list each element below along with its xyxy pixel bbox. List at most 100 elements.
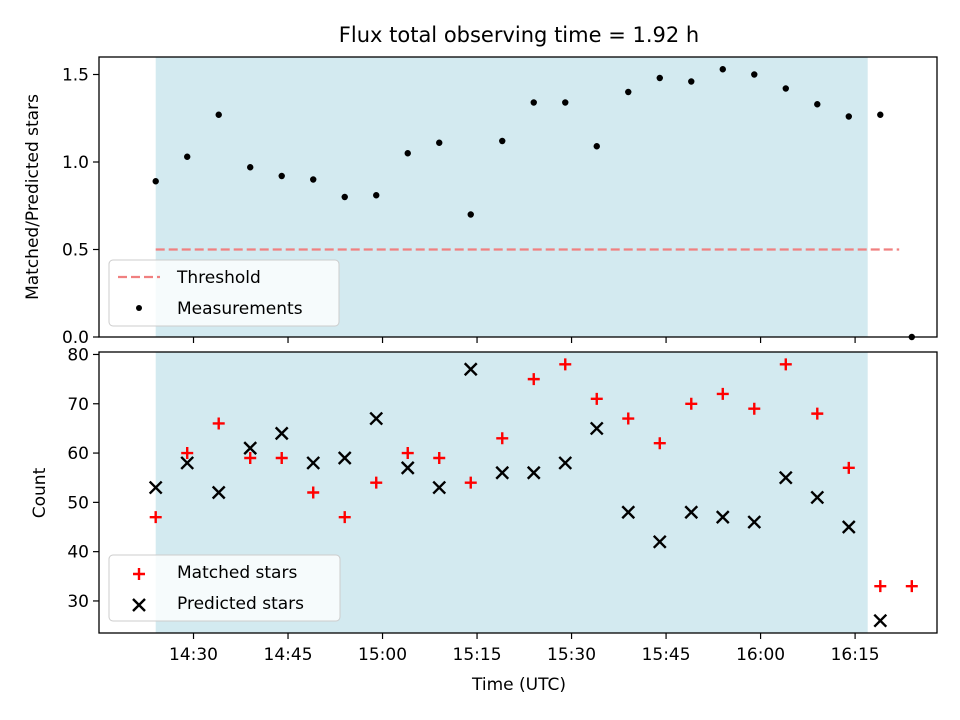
predicted-star-point — [211, 485, 226, 500]
measurement-point — [467, 211, 474, 218]
matched-star-point — [874, 580, 887, 593]
measurement-point — [404, 150, 411, 157]
legend-matched-label: Matched stars — [177, 563, 297, 583]
matched-star-point — [181, 447, 194, 460]
matched-star-point — [811, 407, 824, 420]
predicted-star-point — [684, 505, 699, 520]
measurement-point — [278, 172, 285, 180]
top-y-tick-label: 1.0 — [62, 153, 89, 173]
predicted-star-point — [306, 456, 321, 470]
predicted-star-point — [652, 534, 667, 549]
predicted-star-point — [243, 441, 258, 455]
measurement-point — [341, 193, 348, 201]
matched-star-point — [212, 417, 225, 430]
predicted-star-point — [589, 421, 604, 436]
matched-star-point — [622, 412, 635, 425]
measurement-point — [782, 85, 789, 92]
predicted-star-point — [526, 465, 541, 480]
matched-star-point — [685, 397, 698, 410]
x-tick-label: 15:15 — [453, 645, 502, 665]
top-y-axis-label: Matched/Predicted stars — [23, 94, 43, 300]
predicted-star-point — [400, 461, 415, 475]
matched-star-point — [653, 437, 666, 450]
predicted-star-point — [432, 480, 447, 495]
matched-star-point — [244, 451, 257, 464]
bottom-legend — [108, 554, 341, 622]
predicted-star-point — [463, 362, 478, 377]
bottom-y-tick-label: 30 — [67, 592, 89, 612]
x-tick-label: 16:15 — [831, 645, 880, 665]
measurement-point — [656, 74, 663, 82]
x-tick-label: 15:00 — [358, 645, 407, 665]
matched-star-point — [275, 451, 288, 464]
top-legend — [108, 259, 340, 327]
measurement-point — [562, 99, 569, 106]
matched-star-point — [370, 476, 383, 489]
measurement-point — [814, 101, 821, 108]
bottom-y-tick-label: 60 — [67, 444, 89, 464]
matched-star-point — [496, 432, 509, 445]
x-tick-label: 15:45 — [642, 645, 691, 665]
legend-matched-swatch — [133, 568, 145, 580]
predicted-star-point — [810, 490, 825, 505]
measurement-point — [845, 113, 852, 120]
chart-title: Flux total observing time = 1.92 h — [339, 23, 699, 47]
predicted-star-point — [621, 505, 636, 520]
matched-star-point — [590, 392, 603, 405]
matched-star-point — [779, 358, 792, 371]
legend-predicted-swatch — [132, 598, 146, 612]
measurement-point — [373, 192, 380, 199]
bottom-y-tick-label: 50 — [67, 493, 89, 513]
measurement-point — [499, 137, 506, 145]
matched-star-point — [464, 476, 477, 489]
predicted-star-point — [873, 613, 888, 628]
measurement-point — [530, 99, 537, 106]
legend-threshold-label: Threshold — [176, 268, 261, 288]
predicted-star-point — [337, 451, 352, 465]
top-y-tick-label: 0.0 — [62, 328, 89, 348]
predicted-star-point — [841, 520, 856, 534]
measurement-point — [751, 71, 758, 78]
predicted-star-point — [274, 426, 289, 441]
predicted-star-point — [495, 465, 510, 480]
predicted-star-point — [778, 470, 793, 485]
predicted-star-point — [715, 510, 730, 524]
legend-measurements-label: Measurements — [177, 299, 303, 319]
bottom-y-axis-label: Count — [30, 467, 50, 518]
top-axes-frame — [98, 56, 938, 338]
matched-star-point — [401, 447, 414, 460]
measurement-point — [215, 111, 222, 118]
top-y-tick-label: 0.5 — [62, 241, 89, 261]
predicted-star-point — [747, 515, 762, 529]
matched-star-point — [307, 486, 320, 499]
x-tick-label: 14:30 — [169, 645, 218, 665]
bottom-y-tick-label: 70 — [67, 395, 89, 415]
x-tick-label: 16:00 — [736, 645, 785, 665]
measurement-point — [719, 66, 726, 73]
predicted-star-point — [148, 480, 163, 495]
legend-measurement-swatch — [136, 305, 142, 311]
predicted-star-point — [369, 411, 384, 426]
matched-star-point — [433, 451, 446, 464]
matched-star-point — [905, 580, 918, 593]
matched-star-point — [748, 402, 761, 415]
matched-star-point — [716, 387, 729, 400]
measurement-point — [593, 143, 600, 150]
predicted-star-point — [558, 456, 573, 470]
measurement-point — [877, 111, 884, 118]
x-tick-label: 15:30 — [547, 645, 596, 665]
measurement-point — [625, 88, 632, 96]
top-y-tick-label: 1.5 — [62, 66, 89, 86]
measurement-point — [152, 178, 159, 185]
measurement-point — [688, 78, 695, 85]
matched-star-point — [149, 511, 162, 524]
matched-star-point — [527, 373, 540, 386]
measurement-point — [310, 176, 317, 183]
x-axis-label: Time (UTC) — [471, 675, 566, 695]
bottom-y-tick-label: 40 — [67, 543, 89, 563]
legend-predicted-label: Predicted stars — [177, 594, 304, 614]
matched-star-point — [338, 511, 351, 524]
bottom-y-tick-label: 80 — [67, 345, 89, 365]
matched-star-point — [842, 461, 855, 474]
